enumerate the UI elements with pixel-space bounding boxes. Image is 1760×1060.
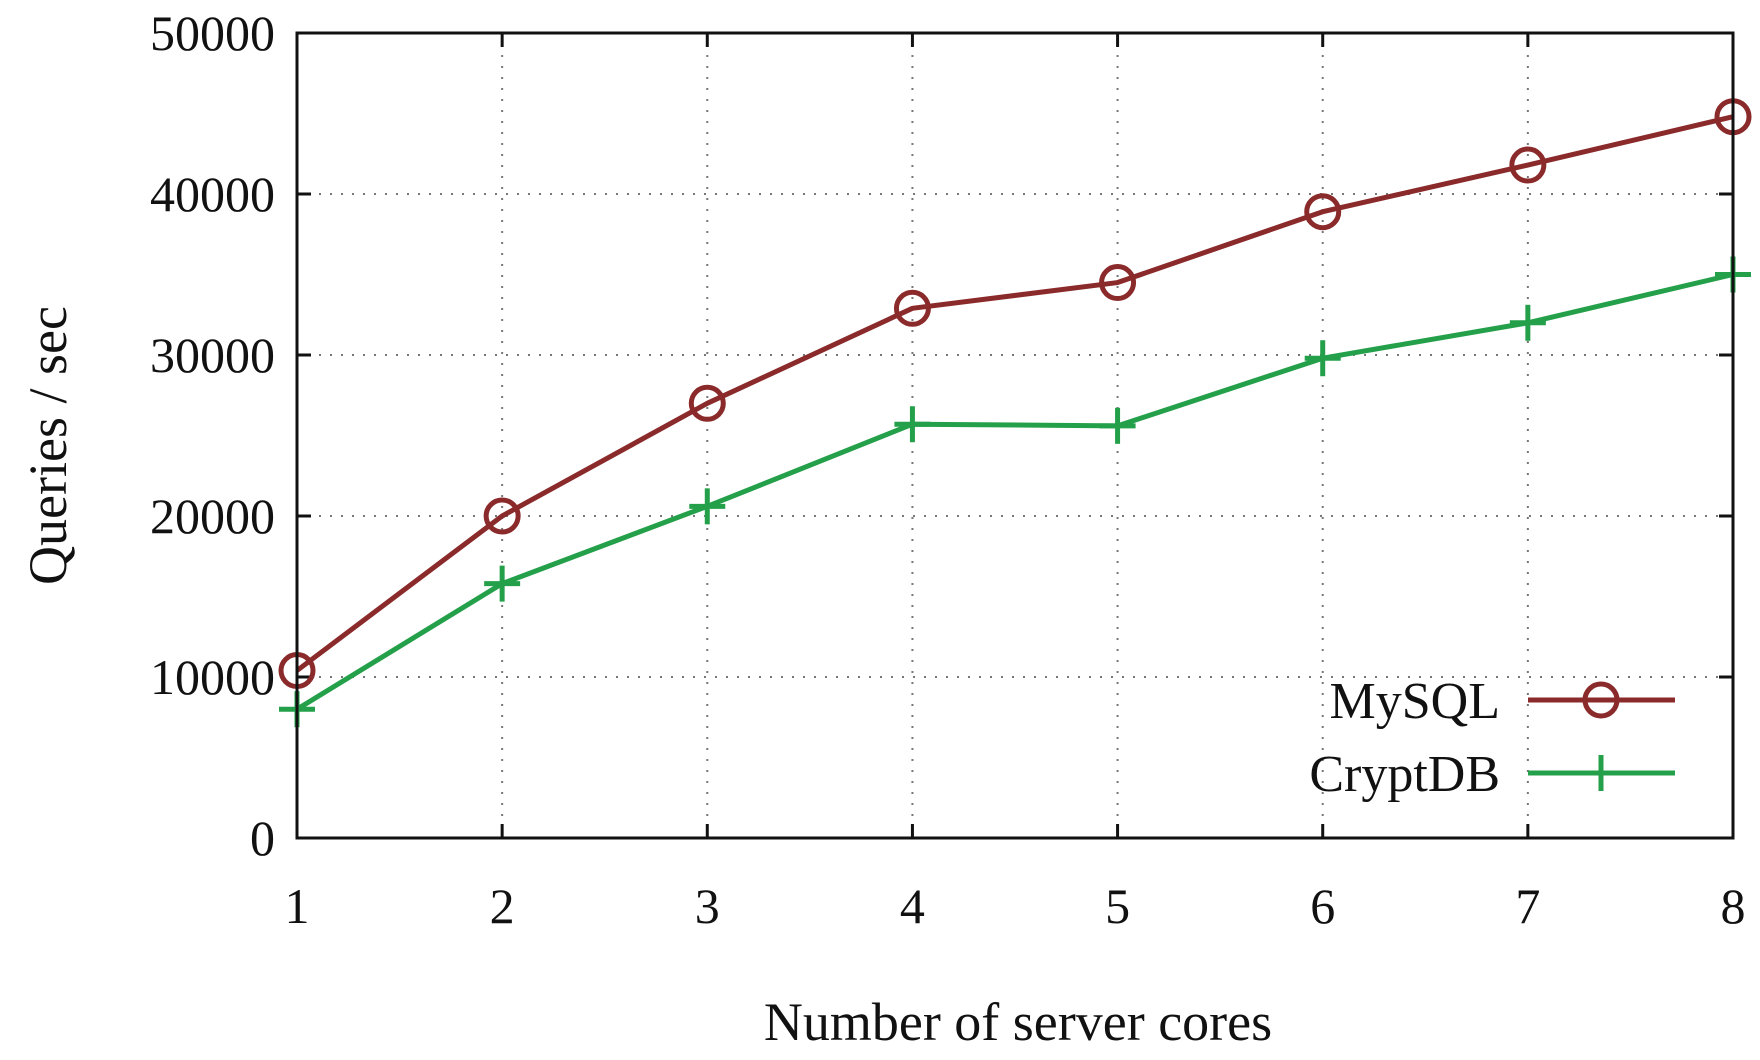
cryptdb-point [1509, 304, 1546, 341]
series-cryptdb [279, 256, 1751, 728]
y-tick-label: 30000 [150, 327, 275, 383]
y-tick-label: 40000 [150, 166, 275, 222]
y-tick-label: 0 [250, 810, 275, 866]
mysql-point [1304, 193, 1342, 231]
y-tick-labels: 0 10000 20000 30000 40000 50000 [150, 5, 275, 866]
cryptdb-line [295, 272, 1734, 712]
mysql-line [295, 114, 1734, 673]
mysql-point [688, 384, 726, 422]
y-tick-label: 10000 [150, 649, 275, 705]
x-tick-label: 4 [900, 878, 925, 934]
x-tick-label: 5 [1105, 878, 1130, 934]
mysql-point [893, 289, 931, 327]
x-tick-label: 1 [285, 878, 310, 934]
x-tick-label: 6 [1310, 878, 1335, 934]
legend-marker-cryptdb [1583, 755, 1619, 791]
y-tick-label: 20000 [150, 488, 275, 544]
y-axis-label: Queries / sec [18, 306, 78, 585]
legend-entry-cryptdb: CryptDB [1309, 746, 1675, 803]
cryptdb-point [484, 565, 521, 602]
y-tick-label: 50000 [150, 5, 275, 61]
x-tick-label: 8 [1721, 878, 1746, 934]
mysql-point [1509, 146, 1547, 184]
x-tick-label: 7 [1515, 878, 1540, 934]
mysql-point [1099, 264, 1137, 302]
legend-marker-mysql [1582, 681, 1620, 719]
legend-entry-mysql: MySQL [1330, 673, 1675, 730]
plot-frame [295, 31, 1735, 840]
x-tick-labels: 1 2 3 4 5 6 7 8 [285, 878, 1746, 934]
mysql-point [483, 497, 521, 535]
cryptdb-point [1099, 407, 1136, 444]
series-layer [278, 98, 1752, 728]
cryptdb-point [1304, 340, 1341, 377]
x-axis-label: Number of server cores [764, 992, 1272, 1052]
legend-label-cryptdb: CryptDB [1309, 746, 1500, 803]
legend: MySQL CryptDB [1309, 673, 1675, 803]
x-tick-label: 3 [695, 878, 720, 934]
cryptdb-point [894, 406, 931, 443]
cryptdb-point [689, 488, 726, 525]
x-tick-label: 2 [490, 878, 515, 934]
legend-label-mysql: MySQL [1330, 673, 1500, 730]
